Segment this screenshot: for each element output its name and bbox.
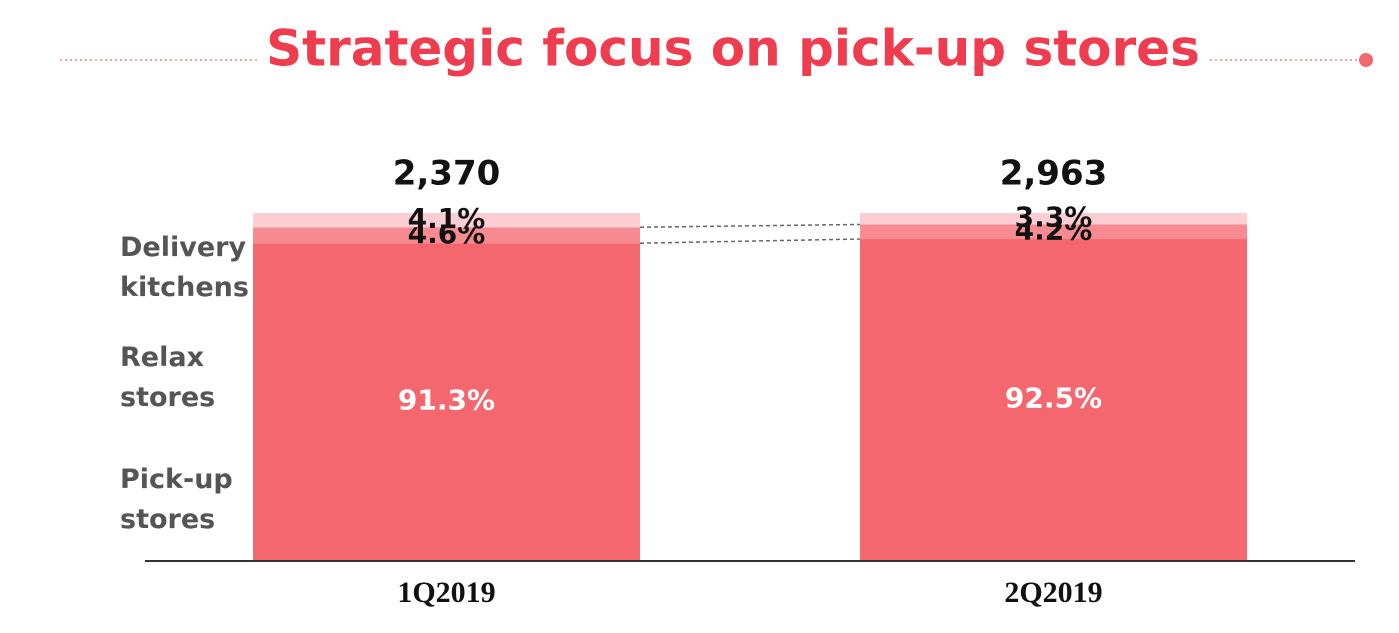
value-label: 4.1% xyxy=(408,202,486,235)
legend-label: Delivery kitchens xyxy=(120,232,249,303)
bar-segment xyxy=(860,239,1247,560)
total-label: 2,370 xyxy=(393,154,501,194)
x-tick-label: 2Q2019 xyxy=(1004,576,1102,609)
legend-label: Relax stores xyxy=(120,342,216,413)
connector xyxy=(639,223,861,228)
legend-label: Pick-up stores xyxy=(120,464,233,535)
connector xyxy=(639,238,861,244)
bar-segment xyxy=(253,213,640,228)
chart-title: Strategic focus on pick-up stores xyxy=(266,20,1200,78)
value-label: 91.3% xyxy=(398,384,495,417)
value-label: 3.3% xyxy=(1015,201,1093,234)
x-tick-label: 1Q2019 xyxy=(397,576,495,609)
title-dot xyxy=(1359,53,1373,67)
bar-segment xyxy=(253,227,640,244)
bar-segment xyxy=(860,213,1247,225)
bar-segment xyxy=(860,224,1247,240)
value-label: 92.5% xyxy=(1005,382,1102,415)
total-label: 2,963 xyxy=(1000,154,1108,194)
bar-segment xyxy=(253,243,640,560)
